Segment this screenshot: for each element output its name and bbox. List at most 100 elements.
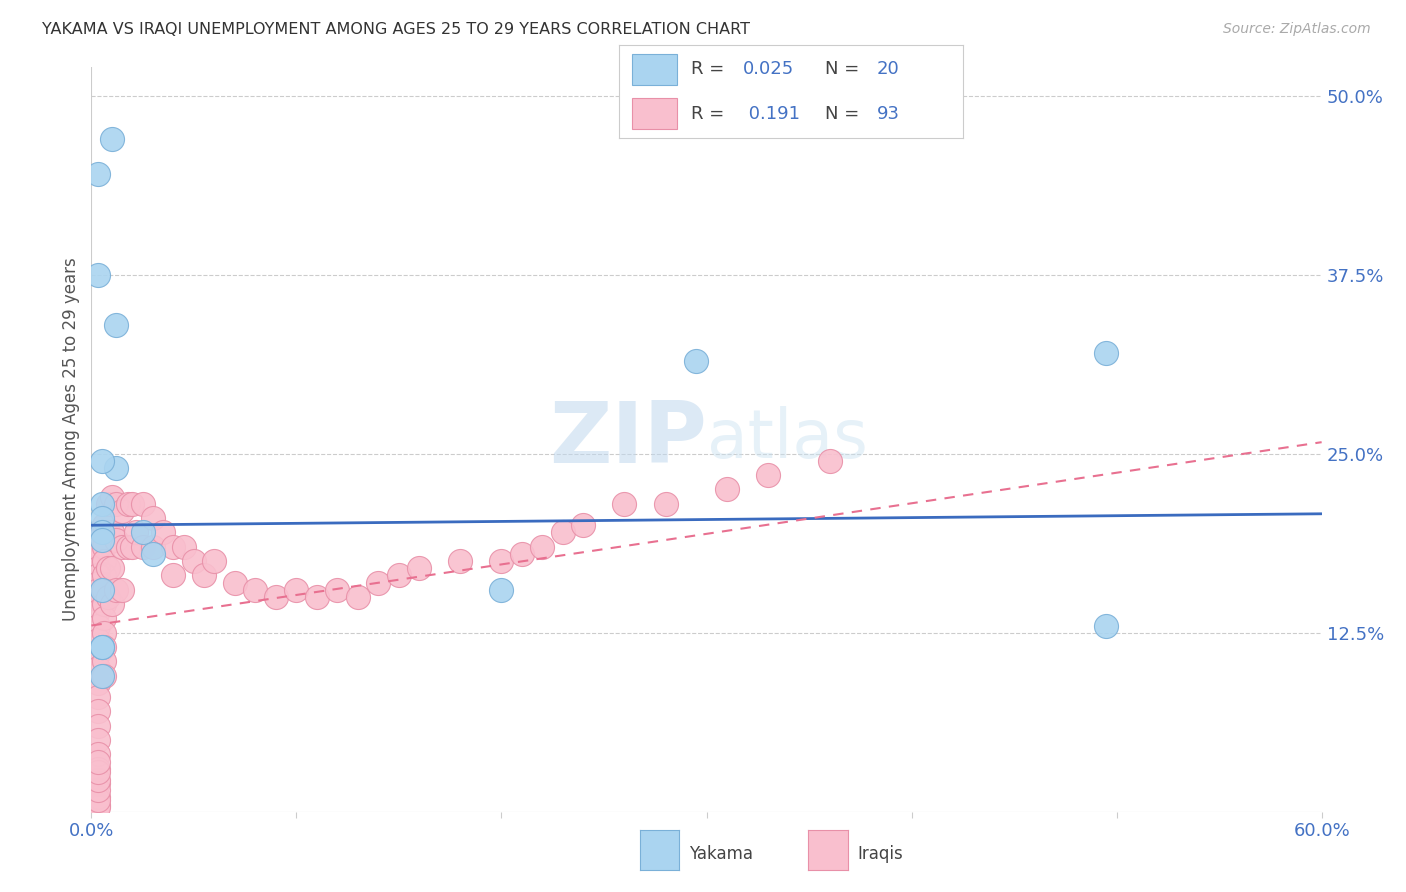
Point (93, 554, 115, 568)
Point (367, 575, 389, 590)
Point (90, 533, 112, 547)
Point (142, 511, 165, 525)
Point (97, 497, 120, 511)
Text: YAKAMA VS IRAQI UNEMPLOYMENT AMONG AGES 25 TO 29 YEARS CORRELATION CHART: YAKAMA VS IRAQI UNEMPLOYMENT AMONG AGES … (42, 22, 751, 37)
Point (86, 561, 108, 575)
Point (111, 540, 134, 554)
Point (101, 131, 124, 145)
Text: Yakama: Yakama (689, 845, 754, 863)
Point (491, 582, 513, 597)
Point (105, 497, 127, 511)
Point (90, 454, 112, 468)
Text: atlas: atlas (706, 407, 868, 472)
Point (86, 661, 108, 675)
Point (86, 790, 108, 805)
Point (183, 554, 205, 568)
Point (90, 640, 112, 654)
Point (86, 733, 108, 747)
Text: Iraqis: Iraqis (858, 845, 904, 863)
Text: 20: 20 (877, 60, 900, 78)
Point (101, 490, 124, 504)
Point (572, 518, 595, 533)
Point (86, 783, 108, 797)
Point (202, 554, 225, 568)
Point (93, 518, 115, 533)
Point (101, 597, 124, 611)
Point (86, 762, 108, 776)
Point (86, 604, 108, 618)
Point (86, 719, 108, 733)
Point (654, 497, 676, 511)
Point (86, 575, 108, 590)
Point (86, 647, 108, 661)
Text: R =: R = (690, 105, 730, 123)
Point (86, 167, 108, 181)
Point (86, 675, 108, 690)
Point (1095, 618, 1118, 632)
Point (193, 568, 215, 582)
Point (86, 705, 108, 719)
Point (86, 776, 108, 790)
Point (97, 525, 120, 540)
Point (101, 561, 124, 575)
Point (86, 533, 108, 547)
Point (142, 540, 165, 554)
Point (93, 654, 115, 668)
Point (97, 590, 120, 604)
Point (173, 540, 195, 554)
Point (105, 582, 127, 597)
Point (90, 582, 112, 597)
Point (86, 755, 108, 769)
Text: Source: ZipAtlas.com: Source: ZipAtlas.com (1223, 22, 1371, 37)
Text: N =: N = (825, 60, 865, 78)
Text: 93: 93 (877, 105, 900, 123)
Point (491, 554, 513, 568)
Point (86, 793, 108, 807)
Point (93, 625, 115, 640)
Point (408, 561, 430, 575)
Point (756, 468, 779, 483)
Point (90, 640, 112, 654)
Point (121, 497, 143, 511)
Text: R =: R = (690, 60, 730, 78)
Point (86, 568, 108, 582)
Point (86, 690, 108, 705)
Point (90, 497, 112, 511)
Point (111, 504, 134, 518)
FancyBboxPatch shape (633, 98, 678, 129)
Point (347, 590, 370, 604)
Y-axis label: Unemployment Among Ages 25 to 29 years: Unemployment Among Ages 25 to 29 years (62, 258, 80, 621)
Point (131, 497, 153, 511)
Text: 0.025: 0.025 (742, 60, 794, 78)
Point (716, 483, 738, 497)
Text: N =: N = (825, 105, 865, 123)
Point (97, 561, 120, 575)
Point (142, 547, 165, 561)
Point (1095, 346, 1118, 360)
Point (86, 800, 108, 814)
Point (245, 582, 267, 597)
Point (531, 540, 554, 554)
Point (551, 525, 574, 540)
Point (93, 530, 115, 544)
Point (101, 525, 124, 540)
Point (90, 525, 112, 540)
Point (685, 353, 707, 368)
Point (86, 592, 108, 607)
Point (93, 597, 115, 611)
Point (285, 582, 308, 597)
Point (152, 525, 174, 540)
Point (86, 582, 108, 597)
Point (305, 590, 328, 604)
Point (105, 318, 127, 332)
Text: 0.191: 0.191 (742, 105, 800, 123)
Point (86, 547, 108, 561)
Point (93, 582, 115, 597)
Point (449, 554, 471, 568)
Point (326, 582, 349, 597)
FancyBboxPatch shape (633, 54, 678, 85)
Text: ZIP: ZIP (548, 398, 706, 481)
Point (93, 568, 115, 582)
Point (93, 611, 115, 625)
Point (131, 540, 153, 554)
